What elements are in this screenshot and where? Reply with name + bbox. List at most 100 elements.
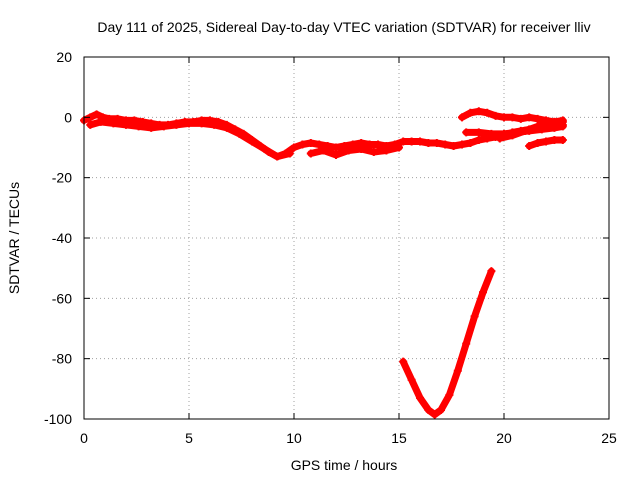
data-point <box>445 390 454 399</box>
data-point <box>222 123 231 132</box>
y-tick-labels: 20 0 -20 -40 -60 -80 -100 <box>44 49 72 427</box>
x-tick-labels: 0 5 10 15 20 25 <box>80 430 617 446</box>
data-point <box>92 110 101 119</box>
data-point <box>399 357 408 366</box>
data-point <box>357 145 366 154</box>
data-point <box>273 152 282 161</box>
data-point <box>525 113 534 122</box>
data-point <box>315 140 324 149</box>
data-point <box>437 405 445 414</box>
data-point <box>550 135 559 144</box>
data-point <box>558 116 567 125</box>
data-point <box>487 129 496 138</box>
data-point <box>407 137 416 146</box>
data-point <box>248 137 256 146</box>
data-point <box>533 138 542 147</box>
data-point <box>483 108 492 117</box>
data-point <box>134 122 143 131</box>
data-point <box>500 113 508 122</box>
data-point <box>453 366 462 375</box>
y-tick-label: -40 <box>52 230 72 246</box>
data-point <box>210 120 219 129</box>
data-point <box>462 128 471 137</box>
data-point <box>395 143 403 152</box>
data-point <box>260 145 269 154</box>
series-line-2 <box>86 118 294 161</box>
data-point <box>458 140 466 149</box>
data-point <box>525 141 534 150</box>
data-point <box>319 146 328 155</box>
y-tick-label: -20 <box>52 170 72 186</box>
data-point <box>474 107 483 116</box>
x-tick-label: 5 <box>185 430 193 446</box>
data-point <box>344 146 353 155</box>
y-tick-label: -100 <box>44 411 72 427</box>
data-point <box>382 146 391 155</box>
data-point <box>332 143 340 152</box>
data-point <box>332 151 340 160</box>
data-point <box>172 120 181 129</box>
data-point <box>533 122 542 131</box>
grid-lines <box>84 57 609 419</box>
data-point <box>96 117 105 126</box>
data-point <box>466 138 475 147</box>
data-point <box>290 143 298 152</box>
x-tick-label: 10 <box>286 430 302 446</box>
data-point <box>298 140 307 149</box>
data-point <box>416 393 424 402</box>
data-point <box>470 312 479 321</box>
data-point <box>495 134 504 143</box>
data-point <box>86 120 95 129</box>
data-point <box>516 114 525 123</box>
data-point <box>479 288 487 297</box>
data-point <box>521 126 529 135</box>
data-point <box>487 267 496 276</box>
data-point <box>449 141 458 150</box>
data-point <box>109 119 118 128</box>
data-point <box>399 137 408 146</box>
plot-frame <box>83 56 610 420</box>
data-point <box>432 138 441 147</box>
data-point <box>407 375 416 384</box>
series-layer <box>80 107 567 419</box>
data-point <box>542 137 550 146</box>
data-point <box>159 122 168 131</box>
x-tick-label: 0 <box>80 430 88 446</box>
y-tick-label: -80 <box>52 351 72 367</box>
data-point <box>466 108 475 117</box>
data-point <box>430 410 439 419</box>
data-point <box>508 113 517 122</box>
data-point <box>374 140 382 149</box>
data-point <box>462 339 471 348</box>
data-point <box>458 113 466 122</box>
series-line-8 <box>399 267 495 418</box>
y-tick-label: -60 <box>52 290 72 306</box>
data-point <box>416 137 424 146</box>
data-point <box>306 138 315 147</box>
data-point <box>306 149 315 158</box>
data-point <box>369 148 378 157</box>
data-point <box>441 140 450 149</box>
data-point <box>474 135 483 144</box>
data-point <box>558 135 567 144</box>
y-tick-label: 20 <box>56 49 72 65</box>
data-point <box>424 138 433 147</box>
data-point <box>122 120 130 129</box>
y-axis-label: SDTVAR / TECUs <box>6 182 22 294</box>
x-tick-label: 20 <box>496 430 512 446</box>
data-point <box>365 140 374 149</box>
x-tick-label: 25 <box>601 430 617 446</box>
data-point <box>474 128 483 137</box>
y-tick-label: 0 <box>64 109 72 125</box>
data-point <box>424 405 433 414</box>
data-point <box>197 119 206 128</box>
data-point <box>285 149 294 158</box>
data-point <box>491 111 500 120</box>
data-point <box>542 119 550 128</box>
data-point <box>508 131 517 140</box>
chart-title: Day 111 of 2025, Sidereal Day-to-day VTE… <box>97 19 590 35</box>
x-axis-label: GPS time / hours <box>291 457 398 473</box>
x-tick-label: 15 <box>391 430 407 446</box>
data-point <box>147 123 156 132</box>
